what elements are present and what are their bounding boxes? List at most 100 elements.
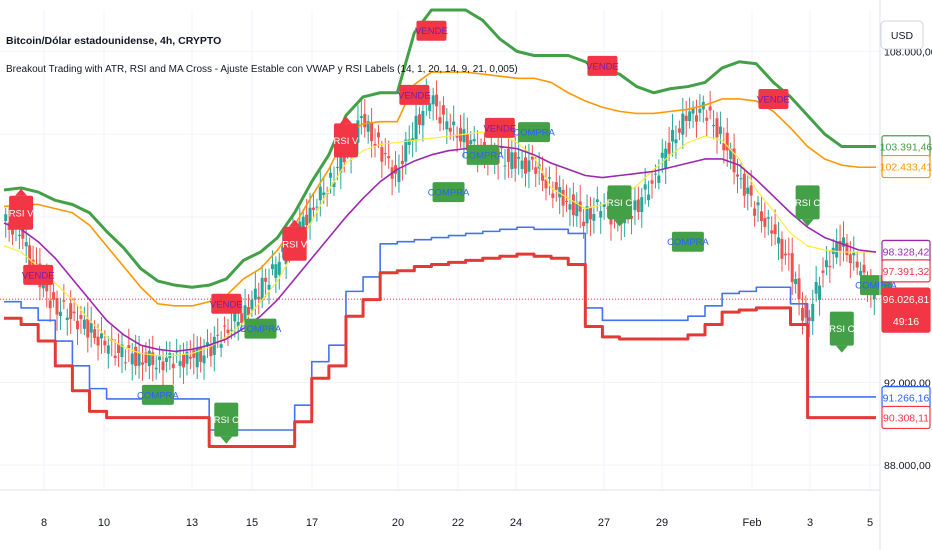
candle-body — [725, 132, 729, 151]
signal-label: COMPRA — [855, 281, 897, 292]
candle-body — [547, 177, 551, 179]
candle-body — [205, 342, 209, 346]
x-tick-label: 29 — [656, 517, 668, 529]
signal-label: COMPRA — [240, 324, 282, 335]
candle-body — [154, 367, 158, 370]
signal-label: COMPRA — [667, 237, 709, 248]
candle-body — [712, 124, 716, 127]
candle-body — [465, 133, 469, 151]
candle-body — [551, 193, 555, 198]
candle-body — [134, 346, 138, 366]
candle-body — [329, 172, 333, 178]
candle-body — [411, 138, 415, 142]
signal-vende: VENDE — [586, 55, 619, 76]
candle-body — [763, 217, 767, 227]
candle-body — [602, 203, 606, 207]
candle-body — [55, 298, 59, 315]
signal-label: RSI V — [9, 208, 34, 219]
candle-body — [688, 111, 692, 122]
candle-body — [359, 116, 363, 119]
candle-body — [380, 147, 384, 162]
line-lower-band — [4, 226, 876, 431]
candle-body — [421, 111, 425, 126]
candle-body — [568, 204, 572, 210]
candle-body — [428, 103, 432, 111]
x-tick-label: 20 — [392, 517, 404, 529]
price-scale-badges: 103.391,46102.433,4198.342,9998.328,4297… — [880, 135, 932, 430]
candle-body — [370, 122, 374, 142]
candle-body — [472, 139, 476, 142]
candle-body — [691, 108, 695, 114]
candle-body — [383, 153, 387, 155]
candle-body — [838, 240, 842, 251]
candle-body — [561, 189, 565, 206]
countdown-label: 49:16 — [893, 316, 919, 328]
x-tick-label: 15 — [246, 517, 258, 529]
line-lower-atr — [4, 252, 876, 449]
candle-body — [578, 201, 582, 212]
candle-body — [226, 329, 230, 334]
candle-body — [770, 230, 774, 234]
candle-body — [277, 261, 281, 275]
indicator-legend[interactable]: Breakout Trading with ATR, RSI and MA Cr… — [6, 64, 518, 75]
candle-body — [694, 115, 698, 122]
signal-label: VENDE — [757, 94, 790, 105]
signal-vende: VENDE — [398, 84, 431, 105]
candle-body — [264, 277, 268, 282]
candle-body — [585, 206, 589, 224]
price-badge: 102.433,41 — [880, 154, 932, 179]
candle-body — [69, 303, 73, 320]
price-badge-label: 91.266,16 — [883, 393, 930, 405]
candle-body — [366, 121, 370, 132]
candle-body — [506, 148, 510, 162]
x-tick-label: 17 — [306, 517, 318, 529]
candle-body — [657, 175, 661, 183]
candle-body — [318, 186, 322, 201]
candle-body — [787, 253, 791, 255]
candle-body — [756, 202, 760, 206]
candle-body — [185, 351, 189, 364]
candle-body — [243, 305, 247, 322]
candle-body — [650, 180, 654, 184]
candle-body — [171, 363, 175, 369]
signal-label: RSI V — [334, 136, 359, 147]
candle-body — [575, 202, 579, 217]
candle-body — [117, 343, 121, 353]
candle-body — [387, 156, 391, 159]
candle-body — [267, 284, 271, 290]
candle-body — [554, 182, 558, 190]
candle-body — [441, 105, 445, 115]
candle-body — [113, 355, 117, 359]
signal-compra: COMPRA — [667, 231, 709, 252]
candle-body — [65, 317, 69, 321]
candle-body — [855, 261, 859, 268]
price-badge: 103.391,46 — [880, 135, 932, 159]
signal-label: RSI C — [795, 198, 820, 209]
signal-labels: VENDE RSI V COMPRA VENDE RSI C COMPRA RSI V RSI… — [9, 20, 898, 444]
candle-body — [332, 182, 336, 188]
price-badge-label: 98.328,42 — [883, 246, 930, 258]
candle-body — [797, 278, 801, 300]
candle-body — [127, 345, 131, 348]
candle-body — [322, 192, 326, 195]
candle-body — [790, 253, 794, 283]
price-badge-label: 102.433,41 — [880, 162, 932, 174]
candle-body — [783, 253, 787, 256]
signal-label: VENDE — [210, 299, 243, 310]
candle-body — [188, 356, 192, 359]
candle-body — [633, 200, 637, 211]
price-candles — [4, 78, 876, 387]
price-badge-label: 96.026,81 — [883, 294, 930, 306]
candle-body — [404, 139, 408, 162]
candle-body — [96, 336, 100, 346]
candle-body — [311, 207, 315, 210]
candle-body — [212, 336, 216, 355]
signal-label: COMPRA — [428, 188, 470, 199]
signal-label: RSI C — [829, 324, 854, 335]
candle-body — [147, 350, 151, 367]
x-tick-label: 24 — [510, 517, 522, 529]
signal-label: VENDE — [415, 26, 448, 37]
currency-button[interactable]: USD — [880, 20, 924, 50]
candle-body — [431, 95, 435, 105]
